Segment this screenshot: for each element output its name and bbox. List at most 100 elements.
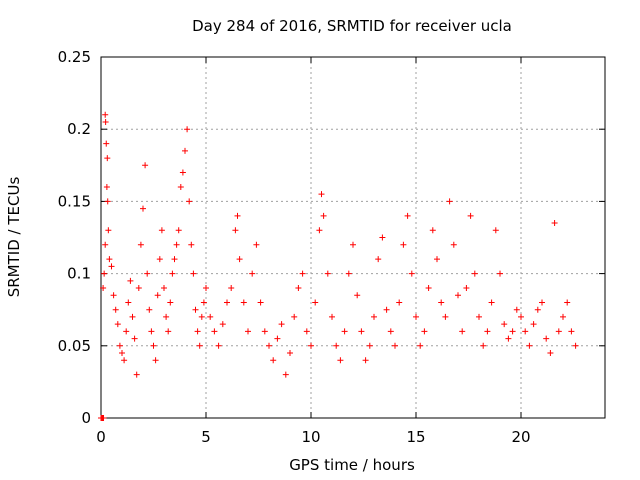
data-point (543, 335, 550, 342)
data-point (274, 335, 281, 342)
data-point (144, 270, 151, 277)
data-point (110, 292, 117, 299)
data-point (375, 256, 382, 263)
data-point (177, 183, 184, 190)
data-point (295, 285, 302, 292)
plot-frame (100, 56, 606, 419)
data-point (455, 292, 461, 299)
data-point (228, 285, 235, 292)
data-point (560, 313, 566, 320)
data-point (104, 155, 111, 162)
data-point (316, 227, 323, 234)
x-tick-label: 20 (511, 428, 530, 446)
y-tick-label: 0.25 (58, 48, 91, 66)
data-point (467, 212, 474, 219)
data-point (104, 198, 111, 205)
data-point (119, 350, 125, 357)
data-point (184, 126, 191, 133)
data-point (417, 342, 424, 349)
data-point (108, 263, 115, 270)
data-point (270, 357, 277, 364)
data-point (261, 328, 268, 335)
data-point (522, 328, 529, 335)
data-point (100, 415, 107, 421)
data-point (219, 321, 226, 328)
data-point (568, 328, 575, 335)
data-point (371, 313, 377, 320)
data-point (146, 306, 153, 313)
x-axis-title: GPS time / hours (289, 456, 415, 474)
data-point (484, 328, 491, 335)
data-point (133, 371, 140, 378)
data-point (534, 306, 541, 313)
data-point (198, 313, 205, 320)
data-point (425, 285, 432, 292)
data-point (196, 342, 203, 349)
data-point (165, 328, 172, 335)
data-point (303, 328, 310, 335)
y-tick-label: 0.05 (58, 337, 91, 355)
data-point (333, 342, 340, 349)
data-point (236, 256, 243, 263)
data-point (116, 342, 123, 349)
data-point (282, 371, 289, 378)
data-point (362, 357, 369, 364)
data-point (121, 357, 128, 364)
x-tick-label: 10 (301, 428, 320, 446)
data-point (129, 313, 136, 320)
data-point (324, 270, 331, 277)
data-point (408, 270, 415, 277)
data-point (492, 227, 499, 234)
data-point (312, 299, 319, 306)
y-tick-label: 0 (81, 409, 91, 427)
data-point (551, 220, 558, 227)
data-point (188, 241, 195, 248)
x-tick-label: 15 (406, 428, 425, 446)
data-point (131, 335, 138, 342)
data-point (299, 270, 306, 277)
data-point (161, 285, 167, 292)
data-point (234, 212, 241, 219)
data-point (105, 227, 112, 234)
data-point (530, 321, 537, 328)
data-point (564, 299, 571, 306)
data-point (123, 328, 130, 335)
chart-title: Day 284 of 2016, SRMTID for receiver ucl… (192, 17, 512, 35)
data-point (555, 328, 562, 335)
data-point (103, 140, 110, 147)
data-point (337, 357, 344, 364)
x-tick-label: 0 (96, 428, 106, 446)
data-point (459, 328, 466, 335)
data-point (450, 241, 457, 248)
data-point (106, 256, 113, 263)
data-point (101, 270, 108, 277)
data-point (434, 256, 440, 263)
data-point (278, 321, 285, 328)
data-point (103, 183, 110, 190)
data-point (404, 212, 411, 219)
data-point (167, 299, 174, 306)
data-point (257, 299, 264, 306)
data-point (211, 328, 218, 335)
y-axis-title: SRMTID / TECUs (5, 177, 23, 298)
data-point (158, 227, 165, 234)
data-point (156, 256, 163, 263)
data-point (413, 313, 419, 320)
data-point (291, 313, 298, 320)
data-point (497, 270, 503, 277)
data-point (318, 191, 325, 198)
data-point (150, 342, 157, 349)
data-point (488, 299, 495, 306)
data-point (421, 328, 428, 335)
data-point (182, 147, 188, 154)
data-point (501, 321, 508, 328)
data-point (137, 241, 144, 248)
data-point (186, 198, 193, 205)
y-tick-label: 0.1 (67, 265, 91, 283)
y-tick-label: 0.15 (58, 192, 91, 210)
data-point (102, 241, 109, 248)
data-point (240, 299, 247, 306)
data-point (140, 205, 146, 212)
data-point (112, 306, 119, 313)
